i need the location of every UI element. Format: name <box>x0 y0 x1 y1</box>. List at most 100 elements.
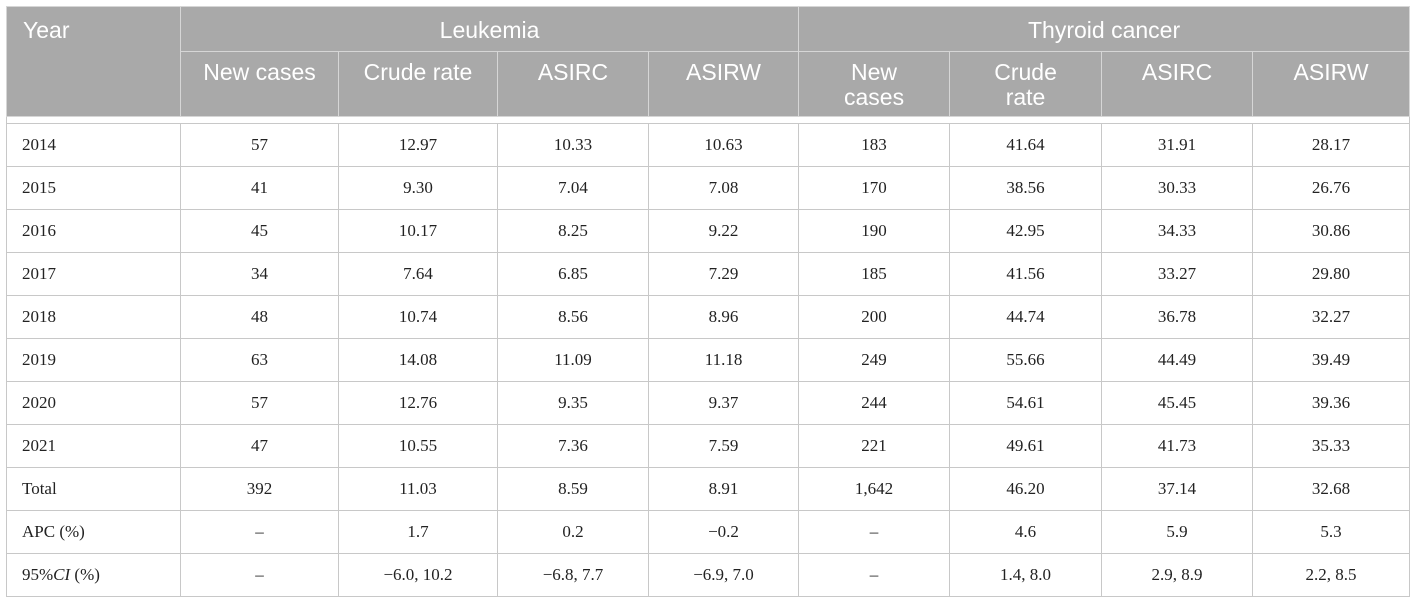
table-cell: 6.85 <box>497 252 649 296</box>
table-cell: 41.56 <box>949 252 1103 296</box>
table-cell: 57 <box>180 123 339 167</box>
table-cell: 10.63 <box>647 123 800 167</box>
table-cell: 34.33 <box>1101 209 1254 253</box>
table-row: 2014 57 12.97 10.33 10.63 183 41.64 31.91 28.17 <box>6 123 1411 167</box>
header-leukemia-asirw: ASIRW <box>647 51 800 117</box>
table-cell: 4.6 <box>949 510 1103 554</box>
row-label: 2015 <box>6 166 181 210</box>
table-cell: −6.8, 7.7 <box>497 553 649 597</box>
table-cell: 170 <box>798 166 951 210</box>
table-cell: 49.61 <box>949 424 1103 468</box>
table-cell: – <box>180 510 339 554</box>
table-cell: 0.2 <box>497 510 649 554</box>
table-cell: 8.91 <box>647 467 800 511</box>
table-row: 2015 41 9.30 7.04 7.08 170 38.56 30.33 26.76 <box>6 166 1411 210</box>
incidence-table: Year Leukemia Thyroid cancer New cases C… <box>5 6 1411 597</box>
header-thyroid-asirw: ASIRW <box>1252 51 1411 117</box>
table-cell: 9.35 <box>497 381 649 425</box>
table-cell: 63 <box>180 338 339 382</box>
table-cell: 10.55 <box>338 424 498 468</box>
table-cell: 2.9, 8.9 <box>1101 553 1254 597</box>
header-leukemia-new-cases: New cases <box>180 51 339 117</box>
row-label: 95%CI (%) <box>6 553 181 597</box>
table-cell: 32.27 <box>1252 295 1411 339</box>
table-cell: 11.09 <box>497 338 649 382</box>
table-row: APC (%) –1.7 0.2 −0.2–4.6 5.9 5.3 <box>6 510 1411 554</box>
header-leukemia: Leukemia <box>179 6 800 52</box>
table-cell: −6.0, 10.2 <box>338 553 498 597</box>
table-cell: 8.56 <box>497 295 649 339</box>
table-cell: 36.78 <box>1101 295 1254 339</box>
table-cell: 1,642 <box>798 467 951 511</box>
table-cell: 47 <box>180 424 339 468</box>
table-cell: 38.56 <box>949 166 1103 210</box>
header-thyroid-cancer: Thyroid cancer <box>798 6 1411 52</box>
table-cell: 10.33 <box>497 123 649 167</box>
table-cell: 7.36 <box>497 424 649 468</box>
row-label: APC (%) <box>6 510 181 554</box>
table-cell: 39.36 <box>1252 381 1411 425</box>
table-cell: 48 <box>180 295 339 339</box>
table-row: 2019 63 14.08 11.09 11.18 249 55.66 44.49 39.49 <box>6 338 1411 382</box>
header-leukemia-crude-rate: Crude rate <box>338 51 498 117</box>
table-cell: 392 <box>180 467 339 511</box>
table-row: 95%CI (%) – −6.0, 10.2 −6.8, 7.7 −6.9, 7.0–1… <box>6 553 1411 597</box>
table-cell: 8.59 <box>497 467 649 511</box>
table-cell: 11.03 <box>338 467 498 511</box>
table-cell: 44.49 <box>1101 338 1254 382</box>
row-label: 2018 <box>6 295 181 339</box>
table-row: 2017 34 7.64 6.85 7.29 185 41.56 33.27 29.80 <box>6 252 1411 296</box>
table-row: 2020 57 12.76 9.35 9.37 244 54.61 45.45 39.36 <box>6 381 1411 425</box>
table-cell: 8.25 <box>497 209 649 253</box>
row-label: 2021 <box>6 424 181 468</box>
row-label: Total <box>6 467 181 511</box>
table-row: 2016 45 10.17 8.25 9.22 190 42.95 34.33 30.86 <box>6 209 1411 253</box>
table-cell: 1.4, 8.0 <box>949 553 1103 597</box>
table-cell: 10.74 <box>338 295 498 339</box>
table-cell: 29.80 <box>1252 252 1411 296</box>
table-body: 2014 57 12.97 10.33 10.63 183 41.64 31.91 28.17 2… <box>5 116 1411 597</box>
table-row: Total 392 11.03 8.59 8.91 1,642 46.20 37.14 32.6… <box>6 467 1411 511</box>
table-cell: 41 <box>180 166 339 210</box>
table-cell: 41.64 <box>949 123 1103 167</box>
table-cell: 183 <box>798 123 951 167</box>
table-cell: 28.17 <box>1252 123 1411 167</box>
table-cell: 45 <box>180 209 339 253</box>
table-cell: 249 <box>798 338 951 382</box>
table-cell: 39.49 <box>1252 338 1411 382</box>
table-cell: 11.18 <box>647 338 800 382</box>
table-cell: −0.2 <box>647 510 800 554</box>
table-cell: 10.17 <box>338 209 498 253</box>
table-cell: 5.3 <box>1252 510 1411 554</box>
table-cell: 7.04 <box>497 166 649 210</box>
table-container: Year Leukemia Thyroid cancer New cases C… <box>5 6 1411 597</box>
table-cell: 44.74 <box>949 295 1103 339</box>
table-cell: 244 <box>798 381 951 425</box>
table-cell: 41.73 <box>1101 424 1254 468</box>
table-cell: 2.2, 8.5 <box>1252 553 1411 597</box>
table-cell: 12.76 <box>338 381 498 425</box>
table-cell: 35.33 <box>1252 424 1411 468</box>
table-cell: – <box>180 553 339 597</box>
header-thyroid-asirc: ASIRC <box>1101 51 1254 117</box>
table-cell: 221 <box>798 424 951 468</box>
row-label: 2020 <box>6 381 181 425</box>
table-cell: 8.96 <box>647 295 800 339</box>
table-cell: 30.86 <box>1252 209 1411 253</box>
table-cell: 26.76 <box>1252 166 1411 210</box>
table-cell: 1.7 <box>338 510 498 554</box>
table-cell: 9.22 <box>647 209 800 253</box>
table-cell: 7.08 <box>647 166 800 210</box>
table-cell: 5.9 <box>1101 510 1254 554</box>
table-cell: 46.20 <box>949 467 1103 511</box>
table-cell: 31.91 <box>1101 123 1254 167</box>
table-cell: 30.33 <box>1101 166 1254 210</box>
table-cell: 57 <box>180 381 339 425</box>
table-cell: 45.45 <box>1101 381 1254 425</box>
table-cell: 55.66 <box>949 338 1103 382</box>
row-label: 2014 <box>6 123 181 167</box>
table-cell: 200 <box>798 295 951 339</box>
table-cell: 7.29 <box>647 252 800 296</box>
table-cell: – <box>798 510 951 554</box>
row-label: 2017 <box>6 252 181 296</box>
